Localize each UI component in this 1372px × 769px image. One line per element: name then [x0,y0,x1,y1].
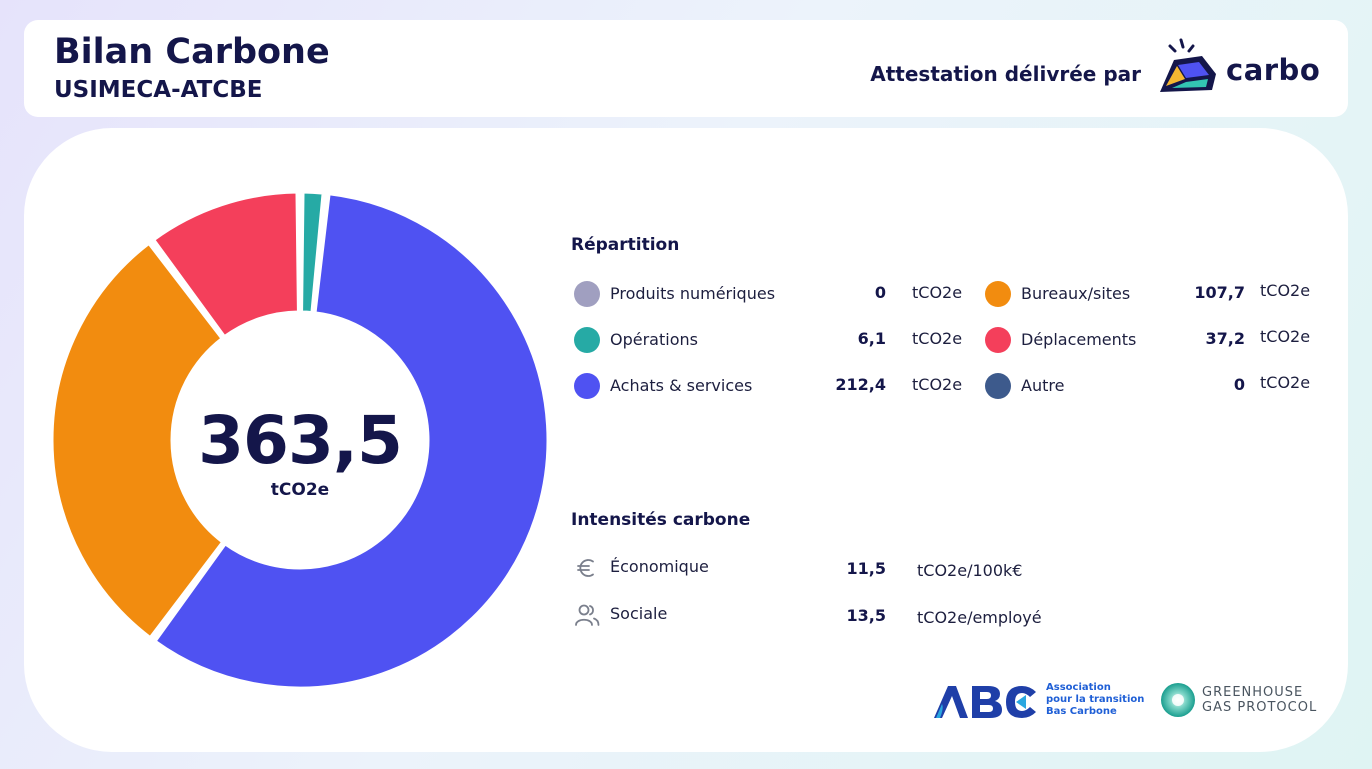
abc-logo-icon [934,686,1036,718]
carbo-logo-icon [1160,38,1216,92]
legend-label: Déplacements [1021,330,1137,349]
intensity-row-sociale: Sociale 13,5 tCO2e/employé [574,600,1074,630]
intensity-value: 11,5 [846,559,886,578]
repartition-title: Répartition [571,235,680,255]
intensity-label: Économique [610,557,709,576]
legend-label: Produits numériques [610,284,776,303]
intensity-value: 13,5 [846,606,886,625]
legend-value: 37,2 [1205,329,1245,348]
total-emissions-value: 363,5 [198,402,403,479]
legend-item-autre: Autre 0 tCO2e [985,371,1330,401]
legend-label: Bureaux/sites [1021,284,1131,303]
legend-item-produits-numeriques: Produits numériques 0 tCO2e [574,279,974,309]
legend-value: 0 [1233,375,1245,394]
abc-text-line: pour la transition [1046,694,1145,705]
legend-dot [574,281,600,307]
legend-unit: tCO2e [912,329,963,348]
legend-dot [574,373,600,399]
company-name: USIMECA-ATCBE [54,77,263,103]
legend-dot [985,281,1011,307]
intensity-unit: tCO2e/employé [917,608,1042,627]
legend-label: Opérations [610,330,698,349]
legend-unit: tCO2e [912,375,963,394]
donut-slice-bureaux-sites [50,241,225,640]
legend-value: 0 [874,283,886,302]
donut-slice-achats-services [153,192,550,690]
legend-value: 212,4 [835,375,886,394]
page-title: Bilan Carbone [54,32,330,72]
legend-unit: tCO2e [1260,327,1311,346]
legend-item-achats-services: Achats & services 212,4 tCO2e [574,371,974,401]
legend-unit: tCO2e [912,283,963,302]
ghg-text-line: GREENHOUSE [1202,685,1304,700]
intensites-title: Intensités carbone [571,510,751,530]
intensity-unit: tCO2e/100k€ [917,561,1023,580]
donut-slice-operations [300,190,325,315]
legend-label: Autre [1021,376,1065,395]
legend-dot [985,373,1011,399]
legend-unit: tCO2e [1260,373,1311,392]
legend-dot [985,327,1011,353]
legend-item-operations: Opérations 6,1 tCO2e [574,325,974,355]
total-emissions-unit: tCO2e [270,480,330,500]
donut-chart [50,190,550,690]
greenhouse-gas-protocol-icon [1161,683,1195,717]
abc-association-text: Association pour la transition Bas Carbo… [1046,682,1144,718]
abc-text-line: Association [1046,682,1111,693]
carbo-wordmark: carbo [1226,53,1321,87]
legend-label: Achats & services [610,376,753,395]
legend-item-bureaux-sites: Bureaux/sites 107,7 tCO2e [985,279,1330,309]
legend-unit: tCO2e [1260,281,1311,300]
legend-dot [574,327,600,353]
legend-value: 6,1 [857,329,886,348]
euro-icon [577,559,594,577]
users-icon [575,604,600,626]
ghg-text-line: GAS PROTOCOL [1202,700,1318,715]
intensity-row-economique: Économique 11,5 tCO2e/100k€ [574,553,1074,583]
legend-item-deplacements: Déplacements 37,2 tCO2e [985,325,1330,355]
abc-text-line: Bas Carbone [1046,706,1117,717]
intensity-label: Sociale [610,604,668,623]
header-bar: Bilan Carbone USIMECA-ATCBE Attestation … [24,20,1348,117]
donut-slice-deplacements [152,190,300,339]
ghg-protocol-text: GREENHOUSE GAS PROTOCOL [1202,685,1317,715]
attestation-label: Attestation délivrée par [870,62,1141,86]
legend-value: 107,7 [1194,283,1245,302]
